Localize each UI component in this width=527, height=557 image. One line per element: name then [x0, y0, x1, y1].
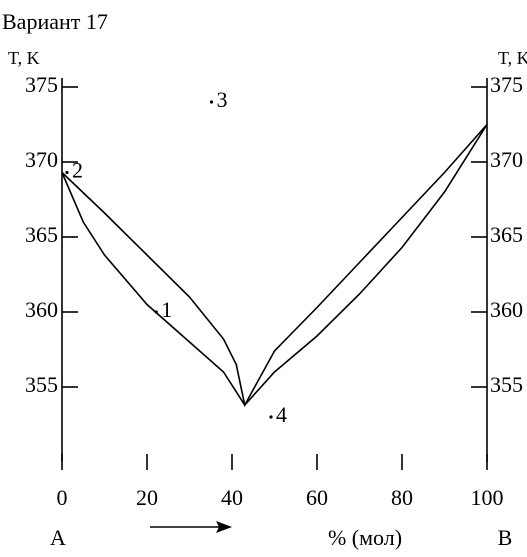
x-tick-label: 40 [221, 485, 243, 510]
y-tick-label: 375 [25, 72, 58, 97]
x-tick-label: 0 [57, 485, 68, 510]
y-axis-label: T, K [8, 48, 40, 68]
y2-tick-label: 375 [490, 72, 523, 97]
x-tick-label: 80 [391, 485, 413, 510]
y-tick-label: 365 [25, 222, 58, 247]
y-tick-label: 370 [25, 147, 58, 172]
y2-tick-label: 355 [490, 372, 523, 397]
y-tick-label: 355 [25, 372, 58, 397]
x-end-label: B [498, 525, 513, 550]
y2-axis-label: T, K [498, 48, 527, 68]
point [209, 100, 214, 104]
point [65, 170, 69, 175]
point-label: 2 [72, 158, 83, 183]
x-tick-label: 20 [136, 485, 158, 510]
x-tick-label: 100 [471, 485, 504, 510]
x-tick-label: 60 [306, 485, 328, 510]
x-axis-label: % (мол) [328, 525, 402, 550]
y2-tick-label: 360 [490, 297, 523, 322]
x-start-label: A [50, 525, 66, 550]
arrow-head [216, 521, 232, 533]
curve [61, 124, 488, 407]
y-tick-label: 360 [25, 297, 58, 322]
curve [61, 123, 488, 408]
point-label: 1 [161, 297, 172, 322]
point [269, 415, 273, 419]
chart-title: Вариант 17 [2, 9, 108, 34]
y2-tick-label: 365 [490, 222, 523, 247]
point-label: 4 [276, 402, 287, 427]
y2-tick-label: 370 [490, 147, 523, 172]
point [154, 310, 158, 314]
point-label: 3 [217, 87, 228, 112]
